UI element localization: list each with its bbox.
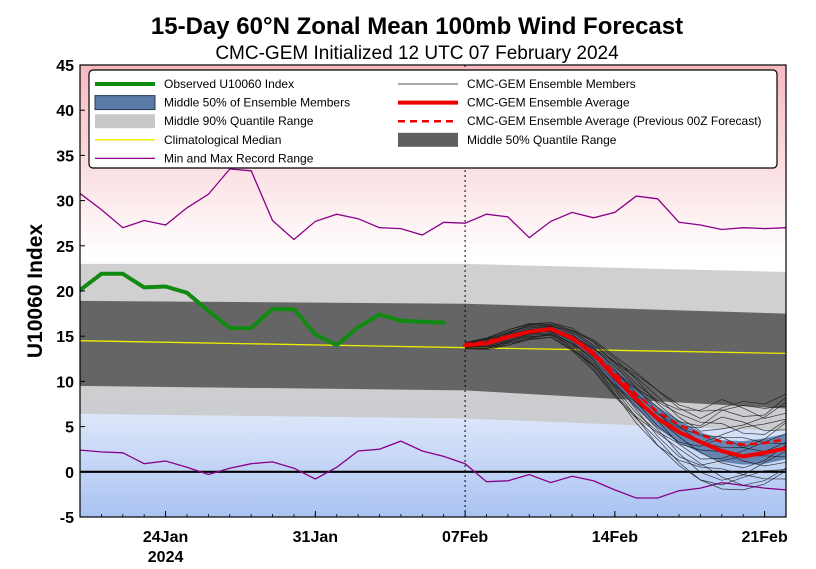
legend-label: CMC-GEM Ensemble Average [467, 96, 630, 110]
legend-label: Middle 50% of Ensemble Members [164, 96, 350, 110]
y-tick-label: -5 [60, 510, 74, 527]
x-tick-label: 21Feb [741, 529, 787, 546]
ensemble-member-line [465, 325, 786, 427]
y-tick-label: 15 [56, 329, 74, 346]
ensemble-member-line [465, 322, 786, 419]
y-tick-label: 20 [56, 284, 74, 301]
ensemble-member-line [465, 322, 786, 417]
y-axis-label: U10060 Index [24, 224, 47, 359]
x-tick-label: 14Feb [592, 529, 638, 546]
legend-label: Middle 90% Quantile Range [164, 114, 314, 128]
y-tick-label: 25 [56, 239, 74, 256]
legend-swatch-clim-50 [398, 132, 458, 147]
record-min-line [80, 440, 786, 499]
chart-title: 15-Day 60°N Zonal Mean 100mb Wind Foreca… [151, 13, 683, 40]
legend-label: CMC-GEM Ensemble Members [467, 77, 636, 91]
legend-swatch-clim-90 [95, 114, 155, 129]
legend-label: Min and Max Record Range [164, 151, 314, 165]
y-axis: -5 0 5 10 15 20 25 30 35 40 45 [56, 58, 85, 527]
y-tick-label: 0 [65, 465, 74, 482]
y-tick-label: 10 [56, 374, 74, 391]
x-axis: 24Jan 2024 31Jan 07Feb 14Feb 21Feb [79, 511, 788, 566]
ensemble-member-line [465, 323, 786, 419]
x-tick-label: 07Feb [442, 529, 488, 546]
legend-label: Middle 50% Quantile Range [467, 133, 617, 147]
ensemble-mean-line [463, 327, 786, 459]
y-tick-label: 30 [56, 194, 74, 211]
y-tick-label: 35 [56, 148, 74, 165]
ensemble-member-line [465, 333, 786, 466]
chart-subtitle: CMC-GEM Initialized 12 UTC 07 February 2… [215, 43, 619, 64]
y-tick-label: 40 [56, 103, 74, 120]
x-tick-label: 31Jan [293, 529, 338, 546]
record-max-line [80, 168, 786, 241]
ensemble-member-line [465, 334, 786, 480]
legend: Observed U10060 Index Middle 50% of Ensem… [88, 69, 778, 169]
y-tick-label: 5 [65, 420, 74, 437]
legend-box [88, 69, 778, 169]
x-tick-label: 24Jan [143, 529, 188, 546]
ensemble-member-line [465, 330, 786, 467]
clim-50-band [80, 300, 786, 409]
y-tick-label: 45 [56, 58, 74, 75]
observed-line [80, 271, 446, 348]
clim-median-line [80, 340, 786, 355]
legend-label: Observed U10060 Index [164, 77, 294, 91]
x-tick-year-label: 2024 [148, 549, 184, 566]
plot-area [80, 65, 786, 517]
legend-label: CMC-GEM Ensemble Average (Previous 00Z F… [467, 114, 762, 128]
ensemble-member-line [465, 336, 786, 491]
ensemble-member-line [465, 326, 786, 432]
legend-label: Climatological Median [164, 133, 281, 147]
legend-swatch-ensemble-iqr [94, 95, 156, 111]
